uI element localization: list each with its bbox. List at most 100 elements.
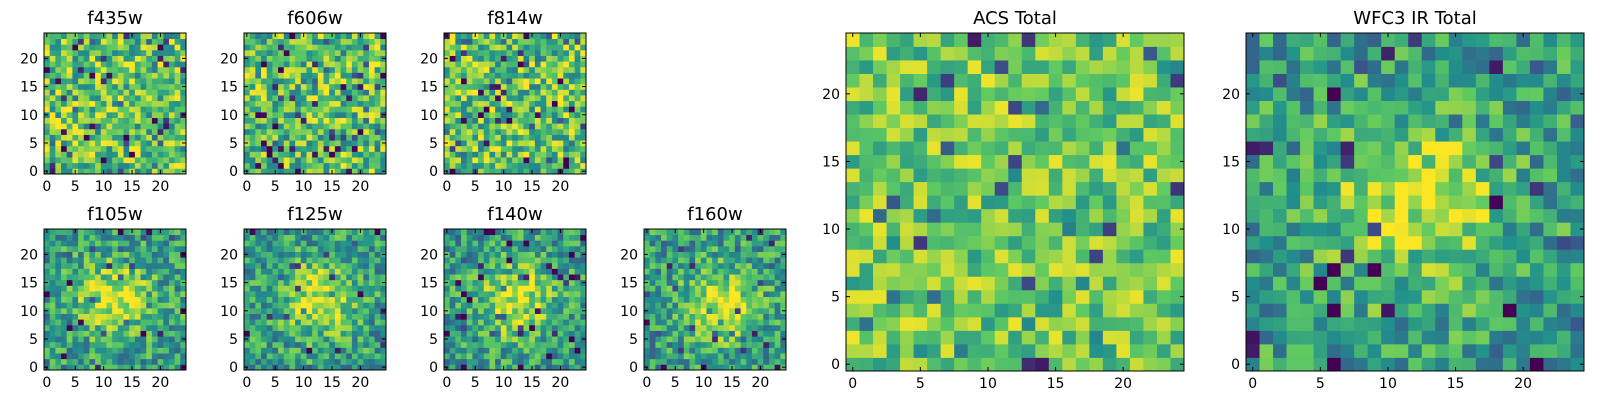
heatmap-cell [644, 347, 651, 354]
heatmap-cell [83, 100, 90, 107]
heatmap-cell [683, 296, 690, 303]
heatmap-cell [683, 268, 690, 275]
heatmap-cell [49, 83, 56, 90]
heatmap-cell [83, 168, 90, 175]
heatmap-cell [272, 38, 279, 45]
heatmap-cell [546, 117, 553, 124]
heatmap-cell [300, 251, 307, 258]
heatmap-cell [455, 251, 462, 258]
heatmap-cell [49, 38, 56, 45]
heatmap-cell [563, 61, 570, 68]
heatmap-cell [283, 229, 290, 236]
heatmap-cell [557, 89, 564, 96]
heatmap-cell [689, 353, 696, 360]
heatmap-cell [66, 157, 73, 164]
heatmap-cell [763, 291, 770, 298]
heatmap-cell [163, 347, 170, 354]
heatmap-cell [695, 341, 702, 348]
heatmap-cell [151, 319, 158, 326]
heatmap-cell [649, 285, 656, 292]
heatmap-cell [346, 72, 353, 79]
heatmap-cell [774, 296, 781, 303]
heatmap-cell [780, 262, 787, 269]
heatmap-cell [123, 302, 130, 309]
heatmap-cell [466, 285, 473, 292]
heatmap-cell [89, 49, 96, 56]
heatmap-cell [351, 55, 358, 62]
heatmap-cell [763, 324, 770, 331]
heatmap-cell [563, 134, 570, 141]
heatmap-cell [334, 234, 341, 241]
heatmap-cell [661, 240, 668, 247]
heatmap-cell [163, 279, 170, 286]
heatmap-cell [517, 324, 524, 331]
heatmap-cell [295, 262, 302, 269]
heatmap-cell [568, 162, 576, 169]
heatmap-cell [61, 95, 68, 102]
heatmap-cell [351, 234, 358, 241]
heatmap-cell [329, 123, 336, 130]
heatmap-cell [278, 111, 285, 118]
heatmap-cell [112, 95, 119, 102]
x-tick-label: 20 [152, 375, 170, 391]
heatmap-cell [329, 134, 336, 141]
x-tick-label: 10 [95, 375, 113, 391]
heatmap-cell [346, 358, 353, 365]
heatmap-cell [83, 324, 90, 331]
heatmap-cell [334, 140, 341, 147]
heatmap-cell [95, 33, 102, 40]
heatmap-cell [151, 33, 158, 40]
heatmap-cell [334, 128, 341, 135]
heatmap-cell [249, 157, 256, 164]
heatmap-cell [134, 268, 141, 275]
heatmap-cell [529, 117, 536, 124]
heatmap-cell [746, 268, 753, 275]
heatmap-cell [289, 245, 296, 252]
heatmap-cell [466, 140, 473, 147]
heatmap-cell [346, 38, 353, 45]
heatmap-cell [712, 279, 719, 286]
heatmap-cell [351, 95, 358, 102]
heatmap-cell [61, 100, 68, 107]
heatmap-cell [672, 245, 679, 252]
heatmap-cell [249, 364, 256, 371]
heatmap-cell [723, 268, 730, 275]
heatmap-cell [334, 353, 341, 360]
heatmap-cell [489, 100, 496, 107]
heatmap-cell [261, 89, 268, 96]
heatmap-cell [66, 296, 73, 303]
heatmap-cell [689, 341, 696, 348]
heatmap-cell [483, 44, 490, 51]
heatmap-cell [334, 66, 341, 73]
heatmap-cell [512, 358, 519, 365]
heatmap-cell [244, 128, 251, 135]
heatmap-cell [146, 274, 153, 281]
heatmap-cell [563, 38, 570, 45]
heatmap-cell [44, 49, 51, 56]
heatmap-cell [740, 324, 747, 331]
heatmap-cell [994, 316, 1009, 331]
heatmap-cell [112, 49, 119, 56]
heatmap-cell [1129, 195, 1144, 210]
heatmap-cell [112, 38, 119, 45]
heatmap-cell [517, 162, 524, 169]
heatmap-cell [351, 324, 358, 331]
heatmap-cell [312, 66, 319, 73]
heatmap-cell [449, 313, 456, 320]
heatmap-cell [368, 324, 376, 331]
heatmap-cell [557, 38, 564, 45]
heatmap-cell [146, 364, 153, 371]
heatmap-cell [106, 324, 113, 331]
heatmap-cell [461, 240, 468, 247]
heatmap-cell [534, 268, 541, 275]
heatmap-cell [455, 72, 462, 79]
heatmap-cell [780, 353, 787, 360]
heatmap-cell [174, 61, 181, 68]
heatmap-cell [44, 44, 51, 51]
heatmap-cell [655, 268, 662, 275]
heatmap-cell [117, 262, 124, 269]
heatmap-cell [117, 229, 124, 236]
heatmap-cell [244, 274, 251, 281]
heatmap-cell [272, 302, 279, 309]
heatmap-cell [295, 157, 302, 164]
